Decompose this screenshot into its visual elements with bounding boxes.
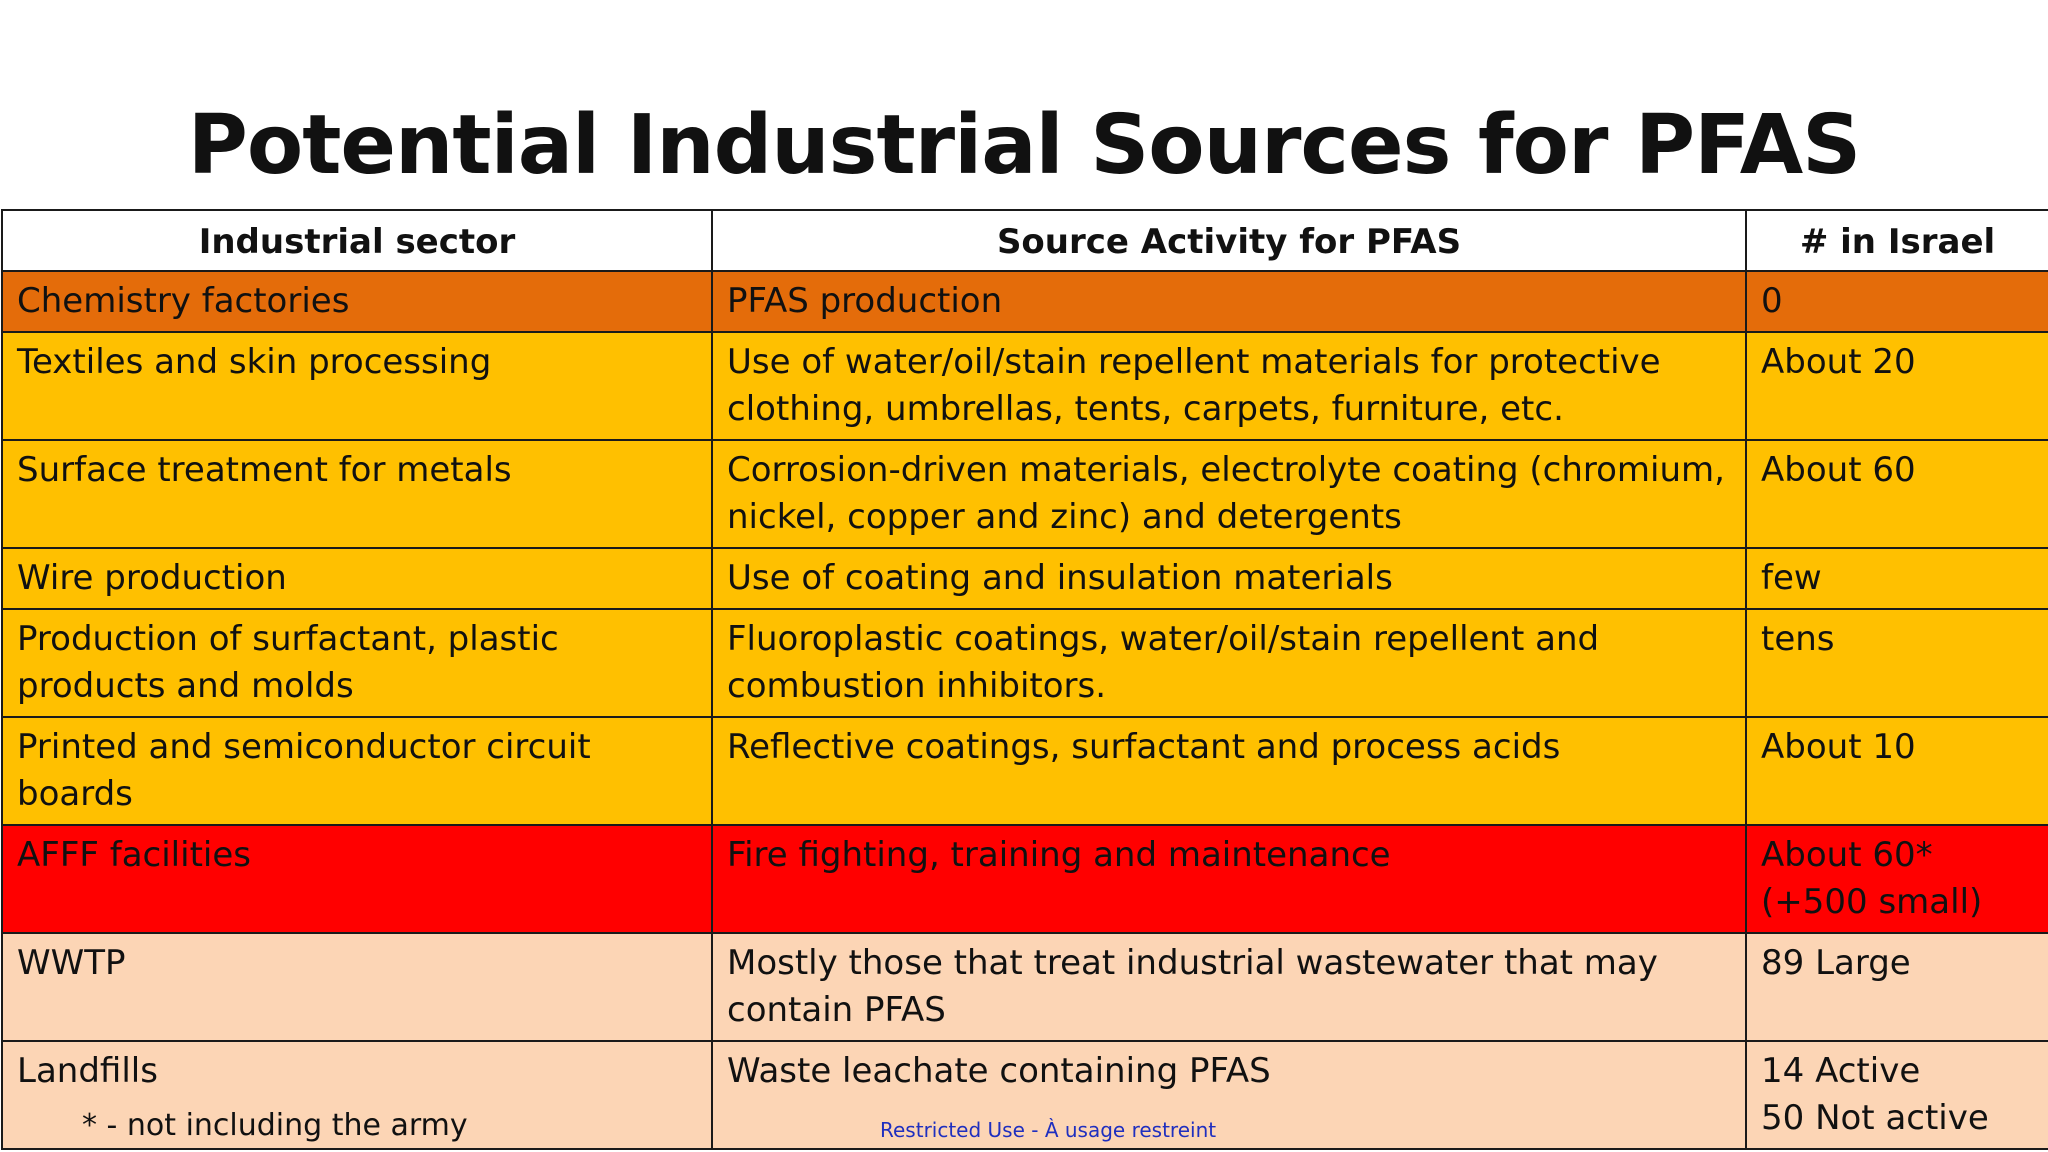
header-industrial-sector: Industrial sector <box>1 209 713 272</box>
footnote: * - not including the army <box>82 1108 468 1143</box>
table-row: Wire production Use of coating and insul… <box>1 547 2048 610</box>
sector-cell: Wire production <box>1 547 713 610</box>
sector-cell: Textiles and skin processing <box>1 331 713 441</box>
table-row: Production of surfactant, plastic produc… <box>1 608 2048 718</box>
sector-cell: Printed and semiconductor circuit boards <box>1 716 713 826</box>
activity-cell: Use of coating and insulation materials <box>711 547 1747 610</box>
table-header-row: Industrial sector Source Activity for PF… <box>1 209 2048 272</box>
pfas-sources-table: Industrial sector Source Activity for PF… <box>1 209 2048 1150</box>
table-row: Printed and semiconductor circuit boards… <box>1 716 2048 826</box>
table-row: Surface treatment for metals Corrosion-d… <box>1 439 2048 549</box>
activity-cell: Fluoroplastic coatings, water/oil/stain … <box>711 608 1747 718</box>
sector-cell: Surface treatment for metals <box>1 439 713 549</box>
sector-cell: AFFF facilities <box>1 824 713 934</box>
activity-cell: Use of water/oil/stain repellent materia… <box>711 331 1747 441</box>
activity-cell: Reflective coatings, surfactant and proc… <box>711 716 1747 826</box>
sector-cell: Production of surfactant, plastic produc… <box>1 608 713 718</box>
page-title: Potential Industrial Sources for PFAS <box>187 98 1861 193</box>
table-row: Landfills Waste leachate containing PFAS… <box>1 1040 2048 1150</box>
count-cell: 14 Active 50 Not active <box>1745 1040 2048 1150</box>
table-row: WWTP Mostly those that treat industrial … <box>1 932 2048 1042</box>
count-cell: About 20 <box>1745 331 2048 441</box>
count-cell: tens <box>1745 608 2048 718</box>
activity-cell: Mostly those that treat industrial waste… <box>711 932 1747 1042</box>
table-row: AFFF facilities Fire fighting, training … <box>1 824 2048 934</box>
activity-cell: PFAS production <box>711 270 1747 333</box>
activity-cell: Corrosion-driven materials, electrolyte … <box>711 439 1747 549</box>
table-row: Chemistry factories PFAS production 0 <box>1 270 2048 333</box>
count-cell: 89 Large <box>1745 932 2048 1042</box>
count-cell: 0 <box>1745 270 2048 333</box>
sector-cell: Landfills <box>1 1040 713 1150</box>
header-count-in-israel: # in Israel <box>1745 209 2048 272</box>
count-cell: About 10 <box>1745 716 2048 826</box>
header-source-activity: Source Activity for PFAS <box>711 209 1747 272</box>
count-cell: few <box>1745 547 2048 610</box>
sector-cell: Chemistry factories <box>1 270 713 333</box>
count-cell: About 60* (+500 small) <box>1745 824 2048 934</box>
count-cell: About 60 <box>1745 439 2048 549</box>
activity-cell: Fire fighting, training and maintenance <box>711 824 1747 934</box>
restricted-use-label: Restricted Use - À usage restreint <box>880 1118 1217 1142</box>
sector-cell: WWTP <box>1 932 713 1042</box>
activity-cell: Waste leachate containing PFAS <box>711 1040 1747 1150</box>
table-row: Textiles and skin processing Use of wate… <box>1 331 2048 441</box>
